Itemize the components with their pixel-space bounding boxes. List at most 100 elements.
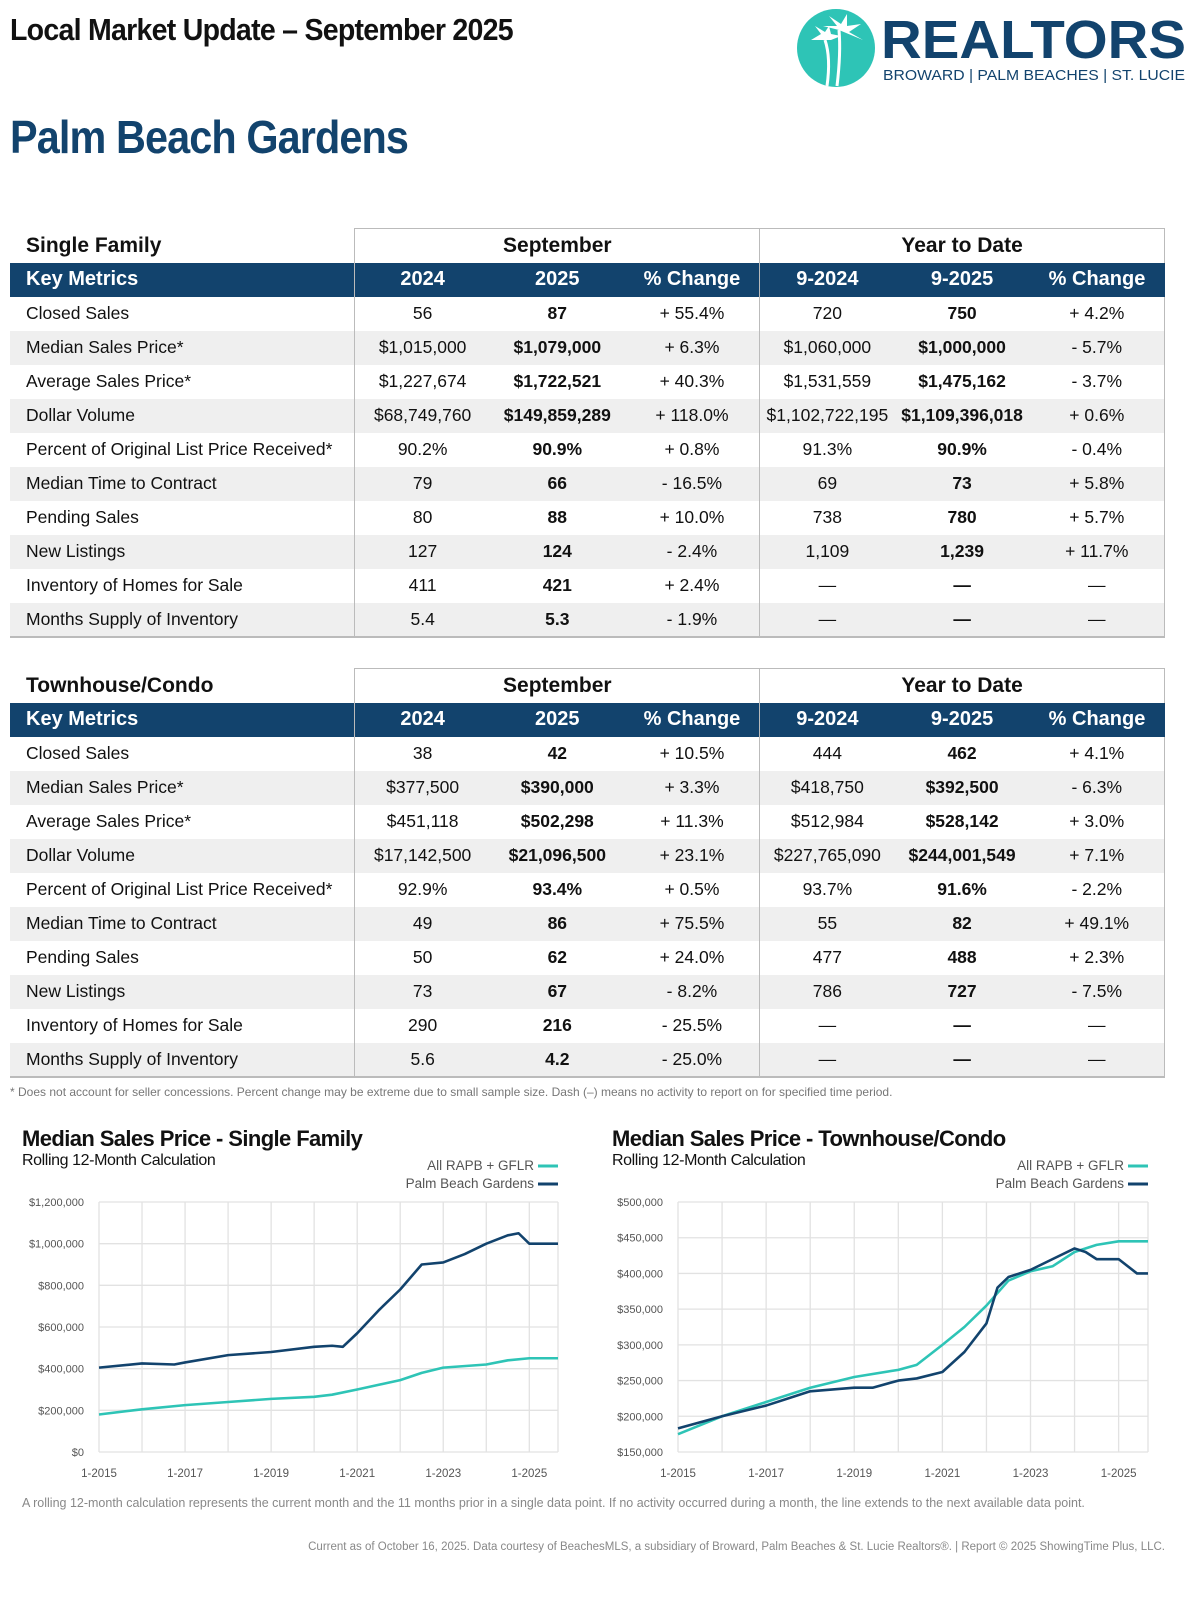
cell-value: $149,859,289: [503, 405, 611, 425]
cell: $390,000: [489, 770, 625, 805]
y-tick-label: $0: [72, 1447, 84, 1459]
cell-value: 87: [547, 303, 568, 323]
y-tick-label: $800,000: [38, 1280, 84, 1292]
metric-label: Dollar Volume: [10, 838, 355, 873]
table-row: New Listings 73 67 - 8.2% 786 727 - 7.5%: [10, 974, 1165, 1009]
metric-label: Median Time to Contract: [10, 906, 355, 941]
cell: $392,500: [894, 770, 1030, 805]
column-header: % Change: [1029, 702, 1165, 737]
cell: —: [1029, 1008, 1165, 1043]
x-tick-label: 1-2021: [924, 1468, 960, 1480]
cell: 79: [354, 466, 490, 501]
cell: 91.3%: [759, 432, 895, 467]
cell: —: [894, 1042, 1030, 1078]
cell-value: 82: [952, 913, 972, 933]
cell: + 0.6%: [1029, 398, 1165, 433]
y-tick-label: $1,200,000: [29, 1197, 84, 1209]
table-row: Pending Sales 80 88 + 10.0% 738 780 + 5.7%: [10, 500, 1165, 535]
cell-value: $1,109,396,018: [901, 405, 1023, 425]
cell: - 25.5%: [661, 1015, 723, 1035]
cell-value: 67: [547, 981, 568, 1001]
table-row: Inventory of Homes for Sale 290 216 - 25.5%…: [10, 1008, 1165, 1043]
metric-label: Dollar Volume: [10, 398, 355, 433]
cell: - 3.7%: [1029, 364, 1165, 399]
table-row: Closed Sales 38 42 + 10.5% 444 462 + 4.1%: [10, 736, 1165, 771]
column-header: Key Metrics: [10, 702, 355, 737]
cell: - 0.4%: [1029, 432, 1165, 467]
table-row: Pending Sales 50 62 + 24.0% 477 488 + 2.3%: [10, 940, 1165, 975]
metric-label: Percent of Original List Price Received*: [26, 439, 333, 459]
cell: 750: [895, 297, 1030, 331]
cell-value: $21,096,500: [508, 845, 606, 865]
cell: - 2.4%: [624, 534, 760, 569]
cell: —: [759, 602, 895, 638]
legend-label: Palm Beach Gardens: [406, 1176, 535, 1191]
metric-label: Average Sales Price*: [26, 371, 192, 391]
cell: 444: [759, 736, 895, 771]
cell: + 0.5%: [664, 879, 720, 899]
cell: + 2.3%: [1029, 940, 1165, 975]
cell: $1,079,000: [489, 330, 625, 365]
table-row: Median Time to Contract 49 86 + 75.5% 55 82 + …: [10, 906, 1165, 941]
cell: 4.2: [489, 1042, 625, 1078]
cell: 290: [354, 1008, 490, 1043]
cell: 5.6: [354, 1042, 490, 1078]
cell: + 118.0%: [624, 398, 760, 433]
cell-value: 216: [542, 1015, 572, 1035]
cell-value: $390,000: [520, 777, 594, 797]
cell-value: $244,001,549: [908, 845, 1016, 865]
cell: + 5.7%: [1029, 500, 1165, 535]
cell: $1,531,559: [759, 364, 895, 399]
cell: 488: [895, 941, 1030, 975]
table-footnote: * Does not account for seller concession…: [10, 1085, 893, 1099]
cell: —: [895, 569, 1030, 603]
table-row: Percent of Original List Price Received*…: [10, 872, 1165, 907]
metric-label: Median Time to Contract: [10, 466, 355, 501]
cell: $1,109,396,018: [894, 398, 1030, 433]
metric-label: Months Supply of Inventory: [10, 1042, 355, 1078]
cell-value: $1,000,000: [918, 337, 1006, 357]
column-header: 2024: [354, 262, 490, 297]
cell: 92.9%: [354, 872, 490, 907]
cell: + 75.5%: [624, 906, 760, 941]
column-header: 2025: [489, 702, 625, 737]
y-tick-label: $600,000: [38, 1322, 84, 1334]
cell: —: [895, 1009, 1030, 1043]
group-september: September: [354, 668, 760, 703]
cell: $21,096,500: [489, 838, 625, 873]
group-september: September: [354, 228, 760, 263]
x-tick-label: 1-2025: [511, 1468, 547, 1480]
group-ytd: Year to Date: [759, 668, 1165, 703]
townhouse-condo-chart: Median Sales Price - Townhouse/Condo Rol…: [600, 1120, 1200, 1490]
cell-value: $1,722,521: [513, 371, 602, 391]
table-row: New Listings 127 124 - 2.4% 1,109 1,239 + 11.7…: [10, 534, 1165, 569]
x-tick-label: 1-2025: [1101, 1468, 1137, 1480]
cell-value: 5.3: [545, 608, 570, 629]
cell: - 2.2%: [1029, 872, 1165, 907]
cell: 69: [759, 466, 895, 501]
table-row: Closed Sales 56 87 + 55.4% 720 750 + 4.2%: [10, 296, 1165, 331]
cell: 90.2%: [354, 432, 490, 467]
table-row: Median Time to Contract 79 66 - 16.5% 69 73 + …: [10, 466, 1165, 501]
cell: 477: [759, 940, 895, 975]
cell: + 4.2%: [1029, 296, 1165, 331]
cell: $1,102,722,195: [759, 398, 895, 433]
cell: 91.6%: [895, 873, 1030, 907]
realtors-logo: REALTORS BROWARD | PALM BEACHES | ST. LU…: [797, 9, 1186, 87]
group-ytd: Year to Date: [759, 228, 1165, 263]
cell: 73: [894, 466, 1030, 501]
svg-text:BROWARD | PALM BEACHES | ST. L: BROWARD | PALM BEACHES | ST. LUCIE: [883, 67, 1185, 84]
cell: $227,765,090: [759, 838, 895, 873]
cell-value: 90.9%: [937, 439, 987, 459]
table-row: Months Supply of Inventory 5.6 4.2- 25.0% —…: [10, 1042, 1165, 1078]
svg-text:REALTORS: REALTORS: [881, 10, 1186, 70]
metric-label: Median Sales Price*: [10, 330, 355, 365]
cell: 93.7%: [759, 872, 895, 907]
table-row: Months Supply of Inventory 5.4 5.3- 1.9% — —…: [10, 602, 1165, 638]
column-header: % Change: [624, 702, 760, 737]
cell: + 0.8%: [664, 439, 720, 459]
y-tick-label: $200,000: [38, 1405, 84, 1417]
metric-label: Median Sales Price*: [10, 770, 355, 805]
table-row: Median Sales Price* $1,015,000 $1,079,000 +…: [10, 330, 1165, 365]
cell: 66: [489, 466, 625, 501]
